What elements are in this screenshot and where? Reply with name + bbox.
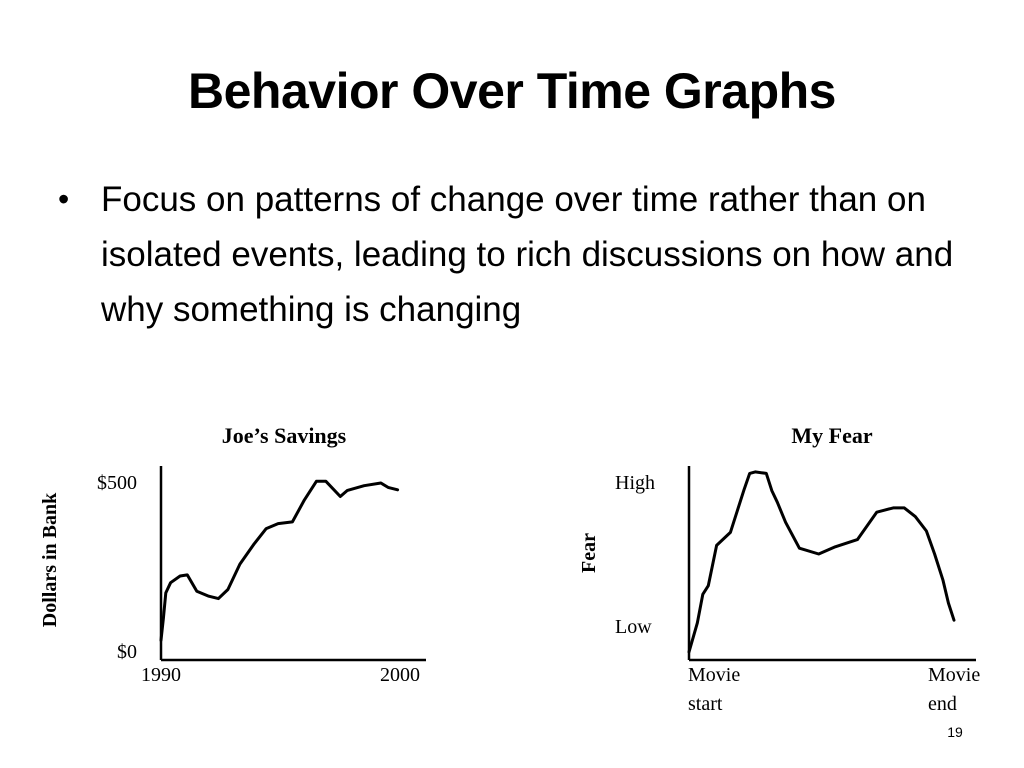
savings-y-tick-max: $500	[97, 472, 137, 494]
savings-y-tick-min: $0	[117, 641, 137, 663]
fear-y-axis-label: Fear	[578, 533, 600, 573]
fear-chart-title: My Fear	[791, 423, 872, 448]
bullet-icon: •	[58, 181, 70, 217]
savings-y-axis-label: Dollars in Bank	[39, 492, 61, 627]
slide-number: 19	[947, 724, 963, 740]
fear-y-tick-high: High	[615, 472, 655, 494]
savings-chart-title: Joe’s Savings	[222, 423, 347, 448]
fear-x-tick-end: Movie end	[928, 664, 985, 715]
fear-y-tick-low: Low	[615, 616, 652, 638]
fear-x-tick-start: Movie start	[688, 664, 745, 715]
savings-series-line	[159, 479, 400, 642]
bullet-text: Focus on patterns of change over time ra…	[101, 180, 954, 329]
fear-chart: My Fear Fear High Low Movie start Movie …	[578, 423, 985, 715]
savings-x-tick-end: 2000	[380, 664, 420, 686]
fear-series-line	[687, 470, 956, 654]
slide-title: Behavior Over Time Graphs	[188, 63, 836, 119]
savings-x-tick-start: 1990	[141, 664, 181, 686]
savings-chart: Joe’s Savings Dollars in Bank $500 $0 19…	[39, 423, 426, 686]
